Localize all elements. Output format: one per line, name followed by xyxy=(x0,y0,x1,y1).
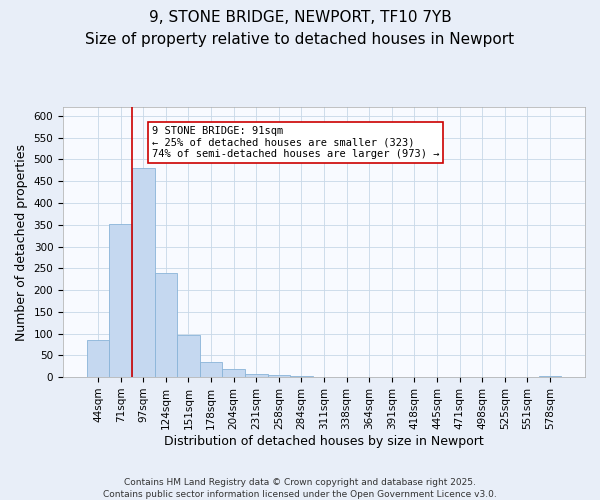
Bar xyxy=(223,370,245,377)
Bar xyxy=(155,274,177,377)
Text: 9 STONE BRIDGE: 91sqm
← 25% of detached houses are smaller (323)
74% of semi-det: 9 STONE BRIDGE: 91sqm ← 25% of detached … xyxy=(152,126,439,160)
X-axis label: Distribution of detached houses by size in Newport: Distribution of detached houses by size … xyxy=(164,434,484,448)
Bar xyxy=(539,376,561,377)
Y-axis label: Number of detached properties: Number of detached properties xyxy=(15,144,28,340)
Bar xyxy=(268,375,290,377)
Bar xyxy=(132,168,155,377)
Bar xyxy=(109,224,132,377)
Bar xyxy=(177,335,200,377)
Text: 9, STONE BRIDGE, NEWPORT, TF10 7YB
Size of property relative to detached houses : 9, STONE BRIDGE, NEWPORT, TF10 7YB Size … xyxy=(85,10,515,47)
Bar xyxy=(87,340,109,377)
Bar xyxy=(245,374,268,377)
Text: Contains HM Land Registry data © Crown copyright and database right 2025.
Contai: Contains HM Land Registry data © Crown c… xyxy=(103,478,497,499)
Bar xyxy=(200,362,223,377)
Bar xyxy=(290,376,313,377)
